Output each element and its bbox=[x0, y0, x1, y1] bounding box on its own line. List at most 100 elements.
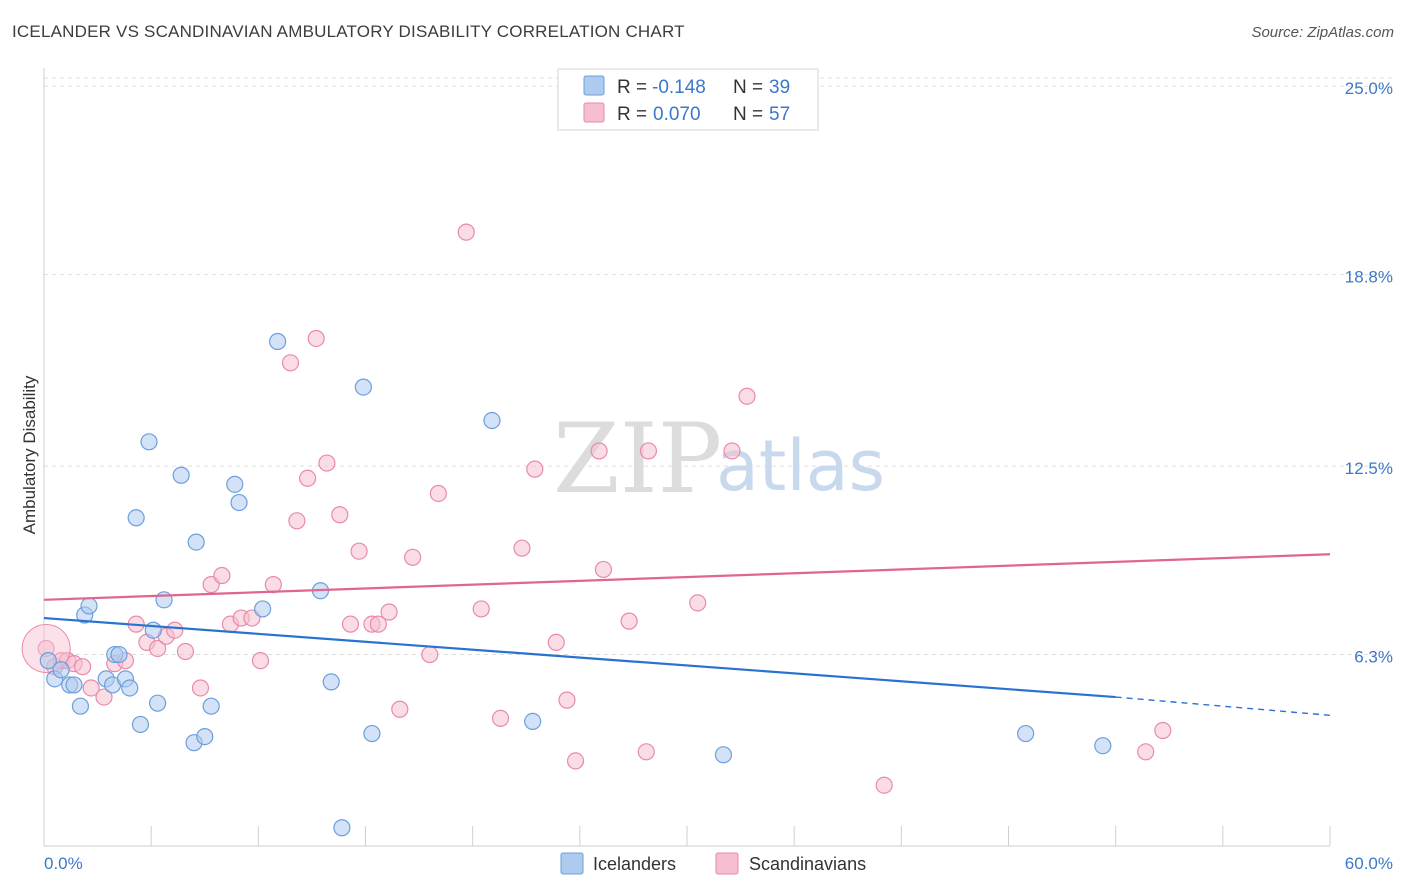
scandinavian-point-31 bbox=[350, 542, 368, 560]
scandinavian-point-49 bbox=[620, 612, 638, 630]
scandinavian-point-12 bbox=[148, 639, 167, 658]
y-tick-label-1: 12.5% bbox=[1345, 459, 1393, 478]
scandinavian-point-37 bbox=[421, 645, 439, 664]
icelander-point-31 bbox=[333, 819, 351, 837]
scandinavian-point-46 bbox=[566, 752, 585, 770]
x-ticks bbox=[43, 826, 1331, 846]
scandinavian-point-50 bbox=[639, 442, 658, 460]
bottom-legend-swatch-scandinavians bbox=[715, 852, 739, 875]
scandinavian-point-51 bbox=[637, 743, 655, 761]
bottom-legend-swatch-icelanders bbox=[560, 852, 584, 875]
icelanders-trendline bbox=[43, 616, 1116, 699]
icelander-point-24 bbox=[202, 697, 220, 715]
scandinavian-point-39 bbox=[457, 223, 475, 241]
legend-swatch-scandinavians bbox=[583, 102, 605, 123]
scandinavian-point-22 bbox=[251, 652, 270, 670]
icelander-point-34 bbox=[483, 411, 501, 430]
gridlines bbox=[44, 77, 1393, 656]
icelander-point-7 bbox=[80, 597, 98, 615]
scandinavian-point-27 bbox=[307, 329, 325, 348]
scandinavian-point-52 bbox=[689, 594, 707, 612]
icelander-point-37 bbox=[1017, 724, 1035, 743]
icelander-point-13 bbox=[121, 679, 139, 697]
scandinavian-point-43 bbox=[526, 460, 544, 478]
bottom-legend-label-icelanders: Icelanders bbox=[593, 854, 676, 874]
icelander-point-4 bbox=[65, 676, 83, 694]
icelander-point-35 bbox=[524, 712, 542, 730]
scandinavian-point-56 bbox=[1137, 743, 1155, 761]
legend-r-label-1: R = bbox=[617, 104, 647, 125]
scandinavian-point-55 bbox=[875, 776, 893, 794]
y-tick-label-2: 18.8% bbox=[1345, 268, 1393, 287]
scandinavian-point-23 bbox=[264, 576, 282, 594]
icelander-point-28 bbox=[269, 332, 287, 351]
bottom-legend: Icelanders Scandinavians bbox=[560, 852, 866, 875]
chart-source: Source: ZipAtlas.com bbox=[1251, 24, 1394, 41]
legend-r-value-1: 0.070 bbox=[653, 104, 701, 125]
scandinavian-point-34 bbox=[380, 603, 398, 621]
scandinavian-point-7 bbox=[95, 688, 113, 706]
icelander-point-18 bbox=[148, 694, 167, 712]
scandinavian-point-38 bbox=[429, 484, 447, 503]
scandinavians-points bbox=[21, 223, 1172, 794]
watermark-zip: ZIP bbox=[553, 403, 722, 515]
scandinavian-point-45 bbox=[558, 691, 576, 709]
legend-n-value-0: 39 bbox=[769, 77, 790, 98]
scandinavian-point-35 bbox=[391, 700, 409, 718]
scandinavian-point-54 bbox=[738, 387, 756, 405]
icelander-point-20 bbox=[172, 466, 190, 484]
scandinavian-point-14 bbox=[166, 621, 184, 639]
legend-n-label-1: N = bbox=[733, 104, 763, 125]
scandinavian-point-42 bbox=[513, 539, 531, 557]
icelander-point-19 bbox=[155, 591, 173, 609]
icelander-point-15 bbox=[131, 715, 150, 734]
scandinavian-point-15 bbox=[176, 642, 195, 661]
bottom-legend-label-scandinavians: Scandinavians bbox=[749, 854, 866, 874]
scandinavian-point-16 bbox=[191, 679, 210, 697]
icelander-point-32 bbox=[354, 378, 372, 396]
legend-r-label-0: R = bbox=[617, 77, 647, 98]
scandinavian-point-33 bbox=[369, 615, 387, 633]
scandinavian-point-26 bbox=[299, 469, 317, 487]
scandinavian-point-44 bbox=[547, 633, 565, 651]
scandinavian-point-47 bbox=[590, 442, 608, 460]
scandinavian-point-40 bbox=[472, 600, 490, 618]
legend: R = -0.148 N = 39 R = 0.070 N = 57 bbox=[557, 68, 819, 131]
scandinavian-point-30 bbox=[341, 615, 360, 633]
scandinavian-point-29 bbox=[331, 506, 349, 524]
icelander-point-38 bbox=[1094, 737, 1112, 755]
icelander-point-36 bbox=[714, 746, 733, 764]
x-tick-label-max: 60.0% bbox=[1345, 854, 1393, 873]
icelander-point-11 bbox=[110, 645, 128, 664]
icelander-point-33 bbox=[363, 724, 381, 743]
scandinavian-point-28 bbox=[318, 454, 336, 472]
scandinavian-point-5 bbox=[73, 658, 92, 676]
watermark: ZIP atlas bbox=[553, 403, 885, 515]
scandinavian-point-57 bbox=[1154, 721, 1172, 740]
x-tick-label-min: 0.0% bbox=[44, 854, 83, 873]
trend-lines bbox=[43, 553, 1331, 717]
icelander-point-14 bbox=[127, 509, 145, 527]
scandinavian-point-24 bbox=[281, 354, 300, 372]
legend-r-value-0: -0.148 bbox=[652, 77, 706, 98]
icelander-point-30 bbox=[322, 673, 340, 691]
scandinavian-point-53 bbox=[723, 442, 741, 460]
icelander-point-27 bbox=[254, 600, 272, 618]
scandinavian-point-25 bbox=[288, 512, 306, 530]
chart-title: ICELANDER VS SCANDINAVIAN AMBULATORY DIS… bbox=[12, 22, 685, 41]
y-tick-label-0: 6.3% bbox=[1354, 648, 1393, 667]
y-tick-label-3: 25.0% bbox=[1345, 79, 1393, 98]
watermark-atlas: atlas bbox=[716, 425, 885, 507]
scandinavian-point-36 bbox=[404, 548, 422, 566]
icelander-point-2 bbox=[52, 661, 70, 679]
scandinavian-point-18 bbox=[213, 566, 231, 585]
y-tick-labels: 6.3% 12.5% 18.8% 25.0% bbox=[1345, 79, 1393, 666]
legend-n-value-1: 57 bbox=[769, 104, 790, 125]
scandinavian-point-6 bbox=[82, 679, 100, 697]
icelanders-trendline-extension bbox=[1115, 696, 1331, 717]
icelander-point-26 bbox=[230, 493, 248, 512]
scandinavian-point-48 bbox=[594, 560, 613, 579]
scandinavians-trendline bbox=[43, 553, 1331, 601]
y-axis-title: Ambulatory Disability bbox=[20, 375, 39, 534]
